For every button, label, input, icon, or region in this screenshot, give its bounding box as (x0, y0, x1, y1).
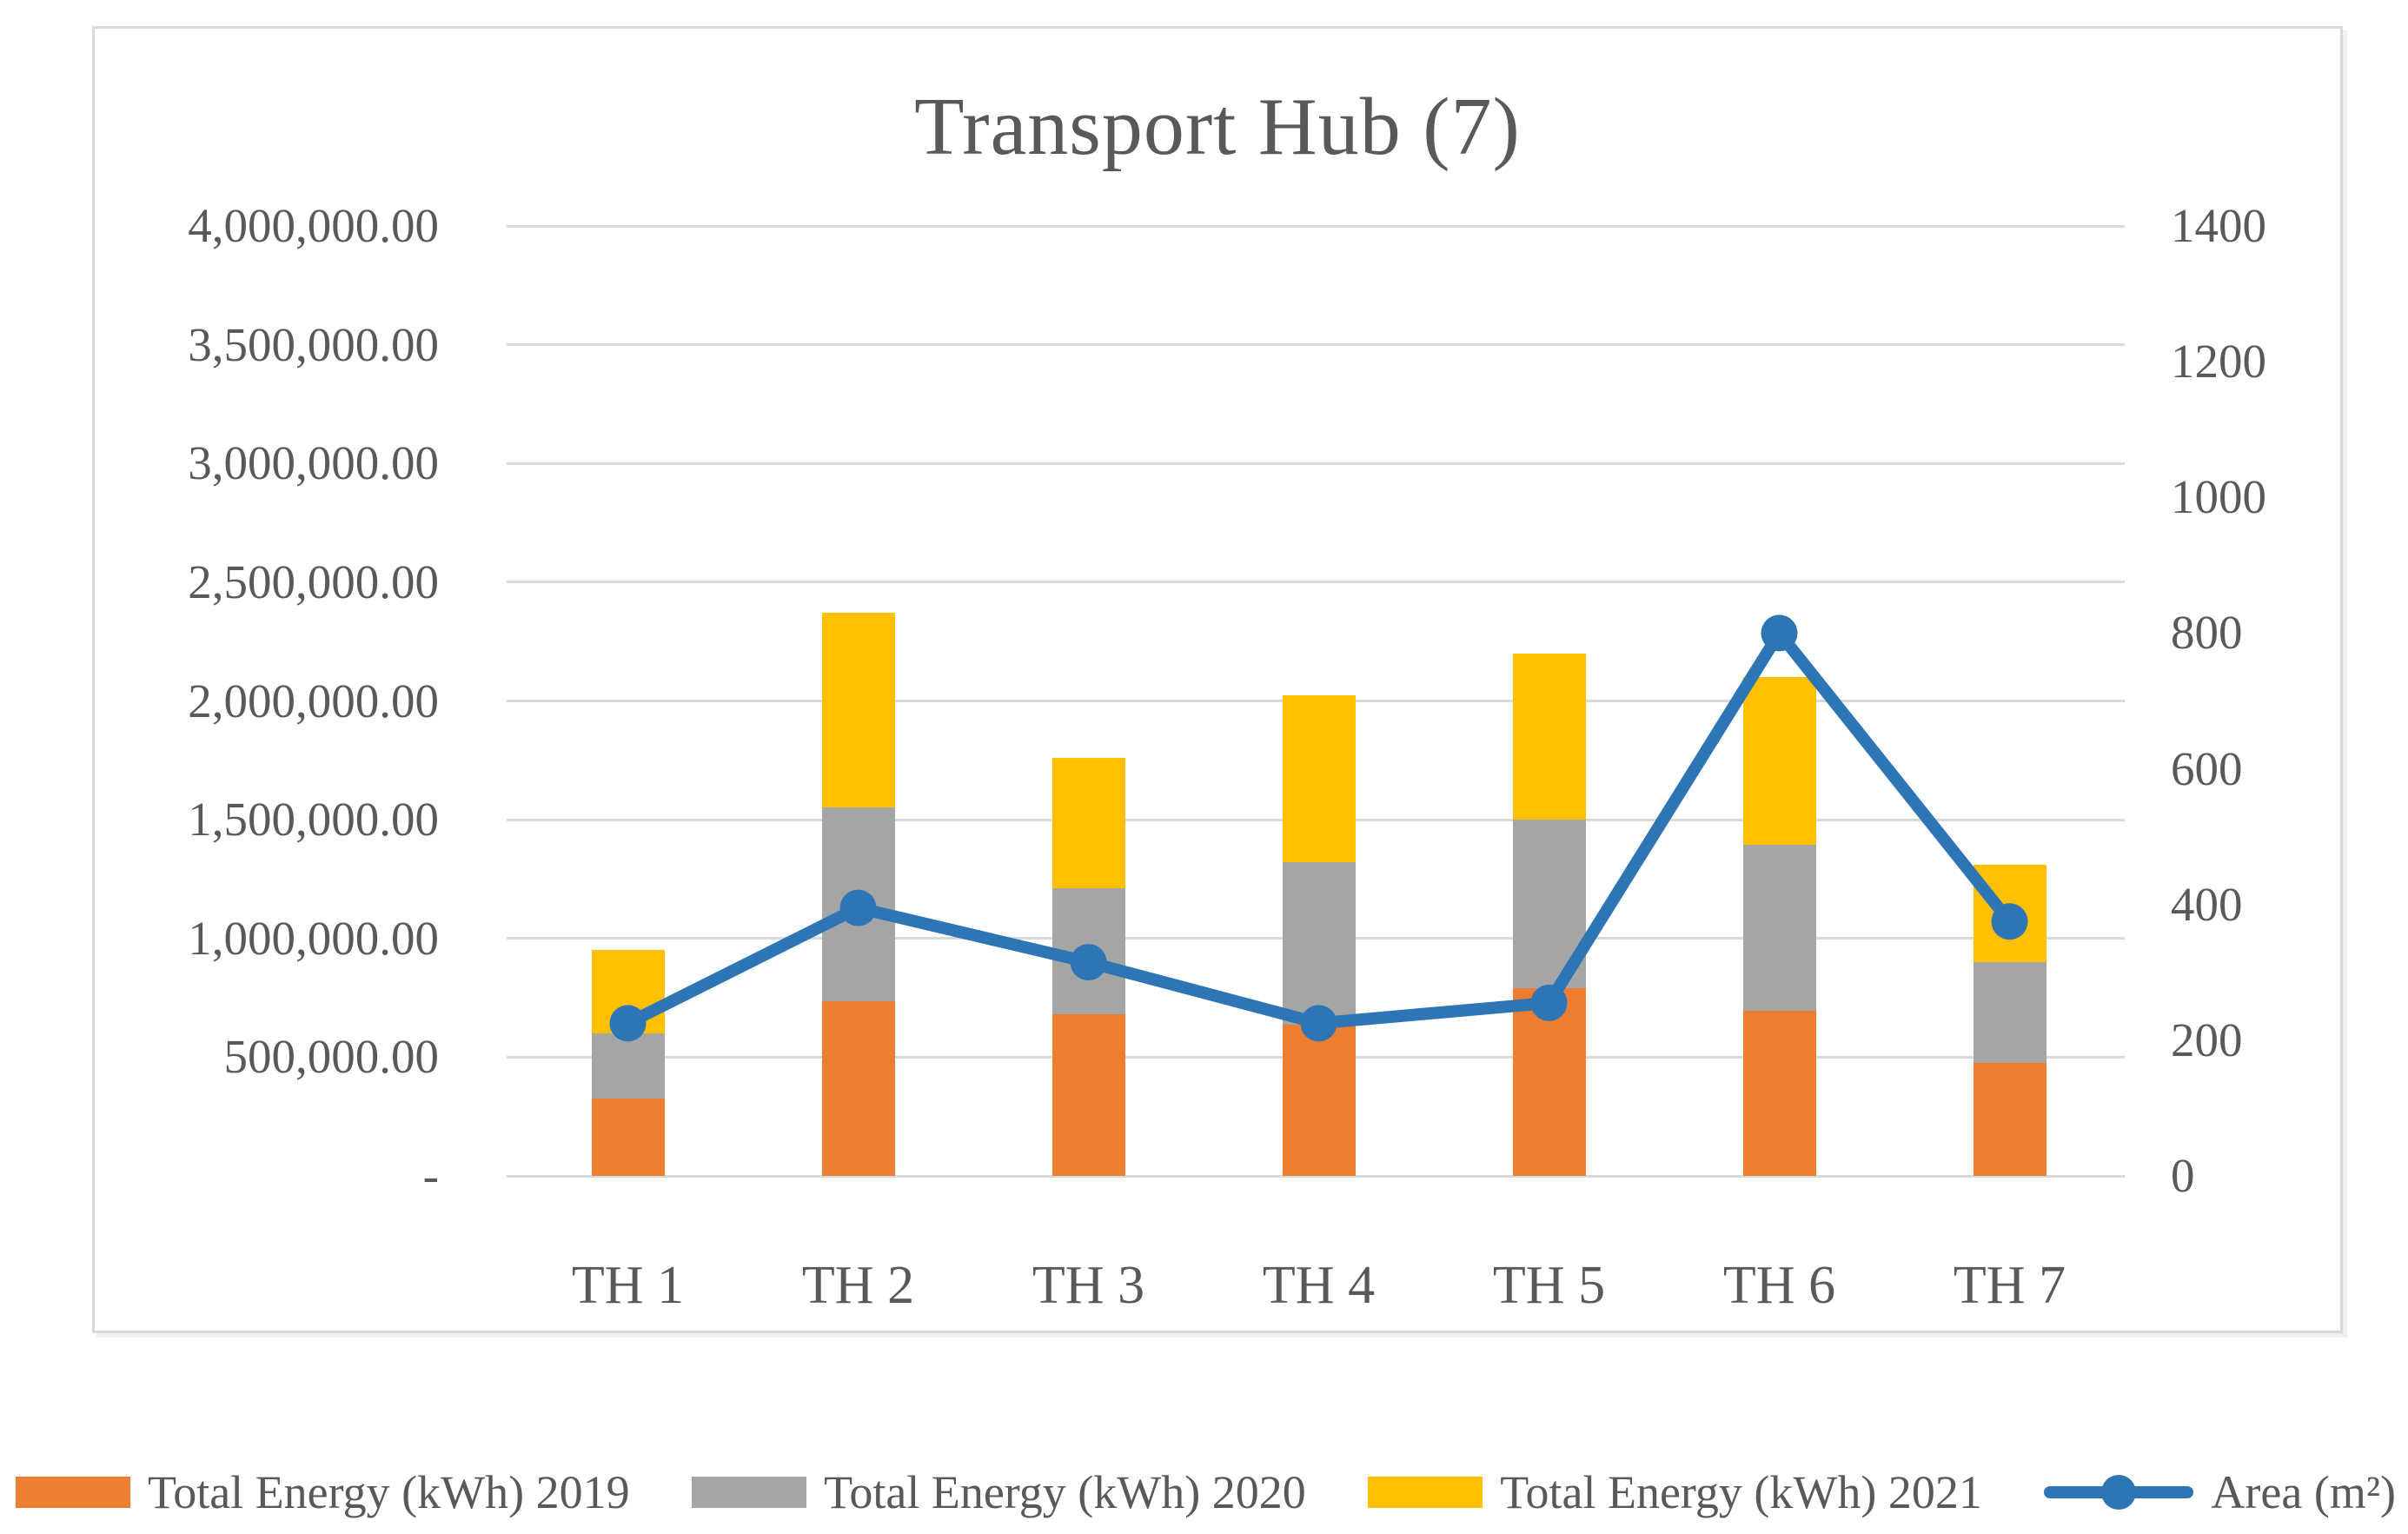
y-axis-right-tick-label: 400 (2171, 877, 2243, 931)
legend-item: Total Energy (kWh) 2021 (1368, 1465, 1982, 1519)
bar-segment-2021 (821, 613, 895, 808)
x-axis-category-label: TH 1 (571, 1256, 685, 1315)
y-axis-left-tick-label: 1,500,000.00 (188, 793, 439, 847)
gridline (507, 224, 2125, 228)
bar-segment-2020 (591, 1033, 665, 1099)
legend-label: Area (m²) (2211, 1466, 2396, 1518)
y-axis-left-tick-label: 1,000,000.00 (188, 911, 439, 965)
x-axis-category-label: TH 2 (801, 1256, 915, 1315)
legend-swatch-icon (16, 1477, 130, 1508)
y-axis-right-tick-label: 200 (2171, 1013, 2243, 1066)
y-axis-right-tick-label: 0 (2171, 1149, 2195, 1202)
legend-label: Total Energy (kWh) 2019 (148, 1466, 630, 1518)
bar-segment-2019 (1512, 988, 1586, 1176)
bar-segment-2019 (821, 1001, 895, 1176)
bar-segment-2019 (1051, 1014, 1125, 1176)
x-axis-category-label: TH 6 (1722, 1256, 1836, 1315)
legend: Total Energy (kWh) 2019 Total Energy (kWh… (0, 1453, 2408, 1531)
y-axis-right-tick-label: 1200 (2171, 335, 2266, 388)
bar-segment-2021 (1282, 694, 1356, 863)
bar-segment-2019 (1282, 1025, 1356, 1176)
legend-line-marker-icon (2044, 1473, 2194, 1511)
bar-segment-2019 (1973, 1063, 2046, 1176)
legend-item: Area (m²) (2044, 1465, 2396, 1519)
bar-segment-2021 (591, 950, 665, 1034)
bar-segment-2021 (1742, 677, 1816, 845)
y-axis-right-tick-label: 1000 (2171, 470, 2266, 524)
legend-label: Total Energy (kWh) 2021 (1500, 1466, 1982, 1518)
bar-segment-2020 (821, 807, 895, 1002)
legend-line-dot (2101, 1475, 2137, 1510)
y-axis-left-tick-label: 4,000,000.00 (188, 199, 439, 252)
bar-segment-2021 (1512, 653, 1586, 820)
y-axis-right-tick-label: 800 (2171, 606, 2243, 660)
bar-segment-2020 (1282, 862, 1356, 1026)
bar-segment-2020 (1051, 888, 1125, 1015)
chart-title: Transport Hub (7) (914, 82, 1521, 172)
y-axis-left-tick-label: 2,500,000.00 (188, 554, 439, 608)
y-axis-left-tick-label: 2,000,000.00 (188, 674, 439, 727)
gridline (507, 1174, 2125, 1178)
y-axis-left-tick-label: 3,000,000.00 (188, 436, 439, 490)
y-axis-left-tick-label: - (422, 1149, 439, 1202)
y-axis-left-tick-label: 3,500,000.00 (188, 317, 439, 371)
bar-segment-2021 (1051, 758, 1125, 889)
x-axis-category-label: TH 4 (1262, 1256, 1376, 1315)
legend-item: Total Energy (kWh) 2019 (16, 1465, 630, 1519)
y-axis-right-tick-label: 1400 (2171, 199, 2266, 252)
gridline (507, 581, 2125, 584)
x-axis-category-label: TH 3 (1032, 1256, 1145, 1315)
bar-segment-2019 (1742, 1011, 1816, 1176)
bar-segment-2020 (1742, 844, 1816, 1012)
x-axis-category-label: TH 7 (1953, 1256, 2066, 1315)
y-axis-right-tick-label: 600 (2171, 741, 2243, 795)
bar-segment-2020 (1973, 962, 2046, 1064)
legend-item: Total Energy (kWh) 2020 (692, 1465, 1306, 1519)
y-axis-left-tick-label: 500,000.00 (223, 1030, 440, 1084)
legend-swatch-icon (1368, 1477, 1483, 1508)
x-axis-category-label: TH 5 (1492, 1256, 1606, 1315)
bar-segment-2019 (591, 1099, 665, 1176)
legend-swatch-icon (692, 1477, 807, 1508)
bar-segment-2020 (1512, 820, 1586, 989)
bar-segment-2021 (1973, 865, 2046, 963)
legend-label: Total Energy (kWh) 2020 (824, 1466, 1306, 1518)
gridline (507, 462, 2125, 465)
gridline (507, 343, 2125, 347)
